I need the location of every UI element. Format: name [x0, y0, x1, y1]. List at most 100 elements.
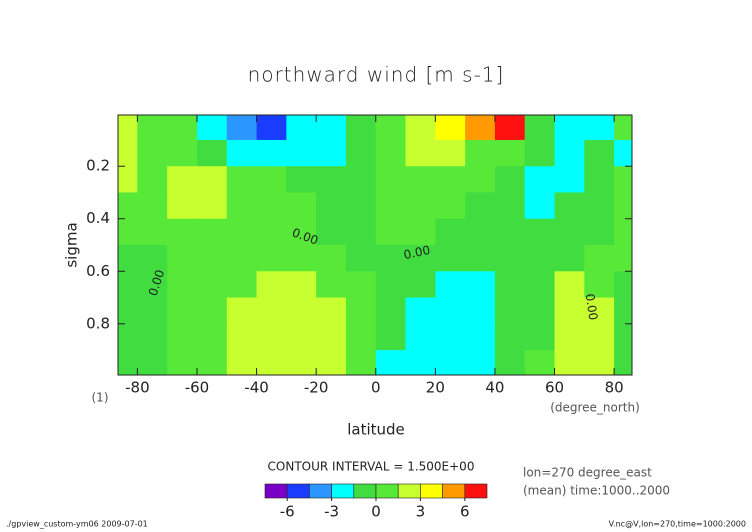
contour-label: 0.00	[583, 293, 601, 321]
contour-cell	[167, 271, 198, 299]
contour-cell	[345, 115, 377, 141]
contour-cell	[554, 166, 585, 193]
contour-cell	[256, 297, 287, 325]
contour-cell	[286, 192, 317, 220]
colorbar-cell	[264, 483, 288, 499]
contour-cell	[167, 323, 198, 351]
contour-cell	[584, 166, 615, 193]
contour-cell	[554, 350, 585, 376]
contour-cell	[375, 245, 407, 272]
contour-cell	[118, 218, 138, 246]
contour-cell	[316, 218, 347, 246]
contour-cell	[405, 166, 436, 193]
x-tick-label: 60	[545, 379, 564, 397]
contour-cell	[405, 115, 436, 141]
colorbar-cell	[353, 483, 377, 499]
contour-cell	[405, 192, 436, 220]
colorbar-tick-label: 3	[416, 503, 426, 521]
y-tick-label: 0.2	[86, 157, 110, 175]
contour-cell	[167, 139, 198, 167]
contour-cell	[256, 323, 287, 351]
contour-cell	[286, 166, 317, 193]
contour-cell	[375, 192, 407, 220]
contour-cell	[137, 139, 168, 167]
contour-cell	[226, 350, 258, 376]
contour-cell	[584, 271, 615, 299]
contour-cell	[584, 350, 615, 376]
contour-cell	[167, 245, 198, 272]
contour-cell	[316, 245, 347, 272]
contour-cell	[286, 245, 317, 272]
contour-cell	[554, 115, 585, 141]
colorbar-cell	[442, 483, 466, 499]
contour-cell	[584, 192, 615, 220]
contour-cell	[614, 192, 633, 220]
contour-cell	[375, 166, 407, 193]
footer-left: ./gpview_custom-ym06 2009-07-01	[6, 520, 148, 529]
contour-cell	[118, 245, 138, 272]
contour-cell	[554, 323, 585, 351]
contour-cell	[375, 350, 407, 376]
contour-cell	[375, 297, 407, 325]
contour-cell	[226, 271, 258, 299]
contour-cell	[137, 245, 168, 272]
contour-cell	[524, 245, 556, 272]
x-axis-unit: (degree_north)	[550, 401, 640, 415]
contour-cell	[167, 166, 198, 193]
colorbar-cell	[420, 483, 443, 499]
contour-cell	[405, 139, 436, 167]
contour-cell	[435, 139, 466, 167]
contour-cell	[405, 297, 436, 325]
contour-cell	[118, 192, 138, 220]
contour-cell	[226, 297, 258, 325]
contour-cell	[465, 323, 496, 351]
contour-cell	[405, 245, 436, 272]
contour-cell	[375, 323, 407, 351]
plot-frame	[117, 114, 633, 376]
footer-right: V.nc@V,lon=270,time=1000:2000	[609, 520, 746, 529]
contour-cell	[554, 218, 585, 246]
contour-cell	[137, 218, 168, 246]
contour-cell	[137, 323, 168, 351]
x-tick-label: 0	[371, 379, 381, 397]
contour-cell	[137, 271, 168, 299]
contour-cell	[614, 115, 633, 141]
contour-cell	[405, 218, 436, 246]
contour-cell	[494, 323, 526, 351]
x-tick-label: -20	[304, 379, 329, 397]
contour-cell	[226, 323, 258, 351]
contour-cell	[167, 297, 198, 325]
chart-title: northward wind [m s-1]	[248, 63, 505, 87]
contour-cell	[435, 350, 466, 376]
contour-cell	[256, 350, 287, 376]
contour-cell	[316, 192, 347, 220]
contour-cell	[465, 166, 496, 193]
contour-cell	[554, 245, 585, 272]
colorbar-cell	[309, 483, 332, 499]
contour-cell	[614, 323, 633, 351]
colorbar-cell	[375, 483, 399, 499]
colorbar-cell	[464, 483, 488, 499]
contour-interval: CONTOUR INTERVAL = 1.500E+00	[268, 460, 475, 474]
contour-cell	[524, 323, 556, 351]
contour-cell	[584, 323, 615, 351]
contour-cell	[118, 323, 138, 351]
y-tick-label: 0.6	[86, 262, 110, 280]
contour-cell	[196, 271, 228, 299]
contour-cell	[226, 192, 258, 220]
contour-cell	[118, 350, 138, 376]
contour-cell	[286, 271, 317, 299]
contour-cell	[524, 297, 556, 325]
contour-cell	[375, 218, 407, 246]
contour-cell	[118, 166, 138, 193]
contour-cell	[286, 323, 317, 351]
contour-cell	[435, 166, 466, 193]
colorbar-tick-label: -6	[280, 503, 295, 521]
contour-cell	[286, 297, 317, 325]
contour-cell	[345, 139, 377, 167]
contour-cell	[465, 139, 496, 167]
contour-cell	[584, 245, 615, 272]
contour-cell	[435, 271, 466, 299]
contour-cell	[494, 350, 526, 376]
colorbar-cell	[397, 483, 421, 499]
